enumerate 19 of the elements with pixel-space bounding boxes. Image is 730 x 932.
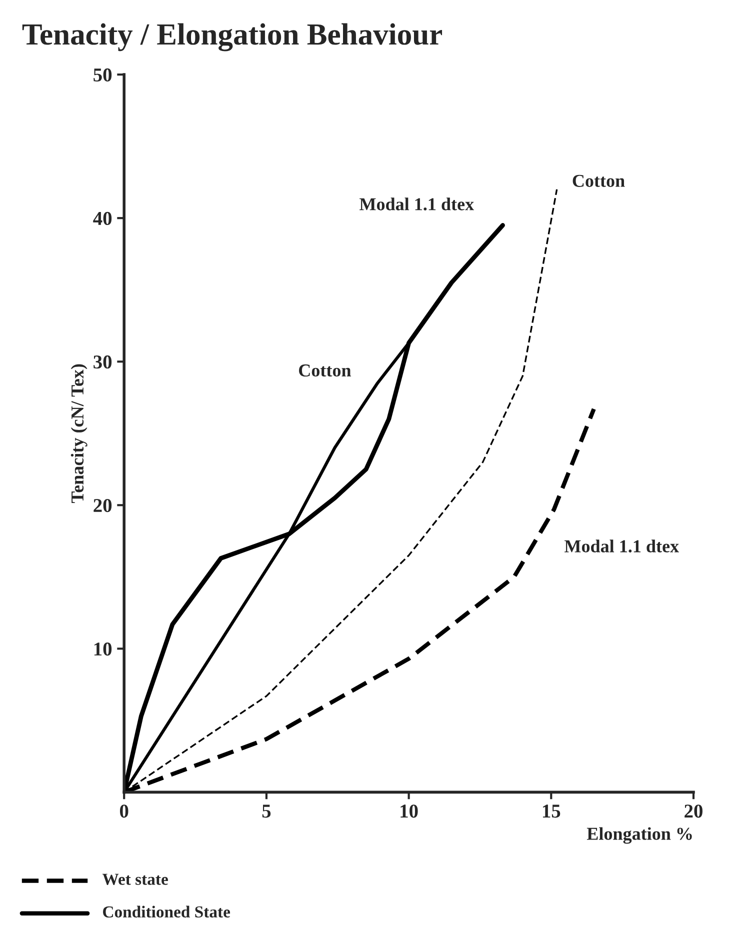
x-tick-label: 20	[684, 804, 702, 818]
x-axis-title: Elongation %	[586, 827, 692, 844]
x-tick-label: 0	[120, 804, 128, 818]
y-tick-label: 50	[94, 68, 112, 82]
x-tick-label: 5	[262, 804, 271, 818]
chart-title: Tenacity / Elongation Behaviour	[22, 23, 442, 52]
series-label: Modal 1.1 dtex	[564, 540, 679, 552]
series-label: Modal 1.1 dtex	[360, 198, 474, 210]
y-tick-label: 30	[94, 355, 112, 369]
y-tick-label: 40	[93, 212, 112, 226]
series-label: Cotton	[299, 364, 352, 377]
x-tick-label: 10	[400, 804, 418, 818]
y-axis-title: Tenacity (cN/ Tex)	[70, 364, 88, 503]
y-tick-label: 10	[94, 642, 112, 656]
x-tick-label: 15	[542, 804, 560, 818]
series-label: Cotton	[572, 174, 625, 187]
text: Conditioned State	[103, 906, 230, 918]
text: Wet state	[102, 874, 168, 885]
y-tick-label: 20	[94, 498, 112, 512]
